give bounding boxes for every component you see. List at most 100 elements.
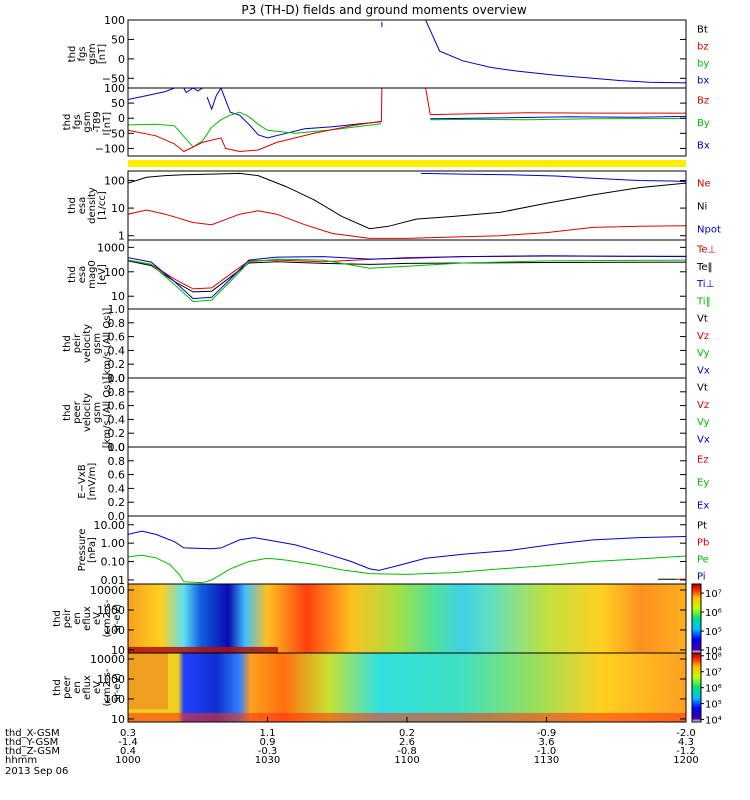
series-line-bx [425,20,686,84]
panel-frame [127,308,687,379]
y-tick-label: 1 [118,230,125,243]
footer-value: 0.2 [399,728,415,739]
legend-entry: Vt [697,314,708,325]
y-tick-label: −50 [102,127,125,140]
y-axis-label: sr-eV) [112,604,123,633]
y-axis-label: velocity [82,393,93,432]
legend-entry: Vt [697,383,708,394]
y-axis-label: [nPa] [87,537,98,563]
panel-frame [127,170,687,241]
footer-value: 0.3 [120,728,136,739]
panel-frame [127,239,687,310]
y-tick-label: 0.2 [108,496,126,509]
y-tick-label: 1000 [97,673,125,686]
series-line-te [128,260,686,293]
y-tick-label: 100 [104,14,125,27]
y-axis-label: [nT] [97,44,108,64]
footer-value: 1000 [115,755,140,766]
colorbar-tick-label: 10⁷ [705,668,722,679]
panel-peir_en_eflux: 10000 1000 100 10 thd peir en eflux eV (cm2-s-sr-… [52,583,722,657]
legend-entry: Ni [697,202,707,213]
footer-date: 2013 Sep 06 [5,766,68,777]
series-line-pe [128,554,686,584]
spectrogram-field [128,653,686,722]
y-tick-label: 1.0 [108,441,126,454]
footer-value: 1130 [534,755,559,766]
legend-entry: Vz [697,331,709,342]
footer-value: -2.0 [676,728,696,739]
series-line-npot [420,172,686,183]
y-axis-label: thd [52,679,63,696]
footer-value: 1030 [255,755,280,766]
y-axis-label: peer [62,675,73,699]
y-axis-label: eflux [82,675,93,700]
y-tick-label: 100 [104,624,125,637]
y-axis-label: gsm [92,402,103,423]
y-tick-label: 1.0 [108,303,126,316]
y-tick-label: 0.6 [108,400,126,413]
legend-entry: Pi [697,572,706,583]
y-axis-label: [km/s (All Qs)] [102,308,113,380]
footer-value: -1.4 [118,737,138,748]
panel-peer_en_eflux: 10000 1000 100 10 thd peer en eflux eV (cm2-s-sr-… [52,652,722,727]
y-tick-label: 0.0 [108,441,126,454]
colorbar-tick-label: 10⁶ [705,684,722,695]
legend-entry: Pb [697,538,709,549]
colorbar-tick-label: 10⁸ [705,652,722,663]
legend-entry: bz [697,42,709,53]
y-axis-label: -T89 [92,111,103,133]
y-axis-label: eV [92,612,103,625]
y-tick-label: 0.2 [108,427,126,440]
series-line-by [430,118,686,121]
low-energy-band [128,646,278,653]
quality-flag-bar [128,160,686,167]
y-axis-label: mag0 [87,260,98,289]
legend-entry: Bz [697,95,709,106]
y-axis-label: esa [77,266,88,284]
y-axis-label: en [72,681,83,694]
series-line-bx [183,88,203,94]
y-tick-label: 0.4 [108,344,126,357]
colorbar-tick-label: 10⁴ [705,646,722,657]
series-group [128,255,686,303]
y-tick-label: 10000 [90,653,125,666]
legend-entry: Te⊥ [696,245,716,256]
legend-entry: Pe [697,555,709,566]
y-axis-label: [1/cc] [97,191,108,220]
footer-row-label: hhmm [5,755,37,766]
legend-entry: Vx [697,434,710,445]
y-tick-label: 100 [104,266,125,279]
y-axis-label: [km/s (All Qs)] [102,377,113,449]
legend-entry: Npot [697,225,721,236]
legend-entry: Vy [697,417,710,428]
y-tick-label: 1000 [97,604,125,617]
colorbar-tick-label: 10⁶ [705,608,722,619]
y-axis-label: velocity [82,324,93,363]
legend-entry: Vx [697,365,710,376]
series-line-ti [128,255,686,300]
footer-value: 1.1 [260,728,276,739]
legend-entry: Ti‖ [696,296,711,307]
y-tick-label: 0 [118,112,125,125]
series-line-bz [425,88,686,116]
y-tick-label: 0.4 [108,413,126,426]
series-line-bx [430,115,686,120]
y-axis-label: thd [62,335,73,352]
y-axis-label: thd [67,266,78,283]
footer-row-label: thd_Z-GSM [5,746,60,757]
panel-frame [127,446,687,517]
footer-value: 0.9 [260,737,276,748]
legend-entry: Vz [697,400,709,411]
legend-entry: Vy [697,348,710,359]
footer-value: 0.4 [120,746,136,757]
legend-entry: By [697,118,710,129]
panel-fgs_t89: 100 50 0 −50 −100 thd fgs gsm -T89 [nT] Bz By Bx [62,82,710,157]
y-axis-label: [eV] [97,264,108,285]
legend-entry: Te‖ [696,262,713,273]
footer-value: -1.0 [537,746,557,757]
legend-entry: Ti⊥ [696,279,714,290]
